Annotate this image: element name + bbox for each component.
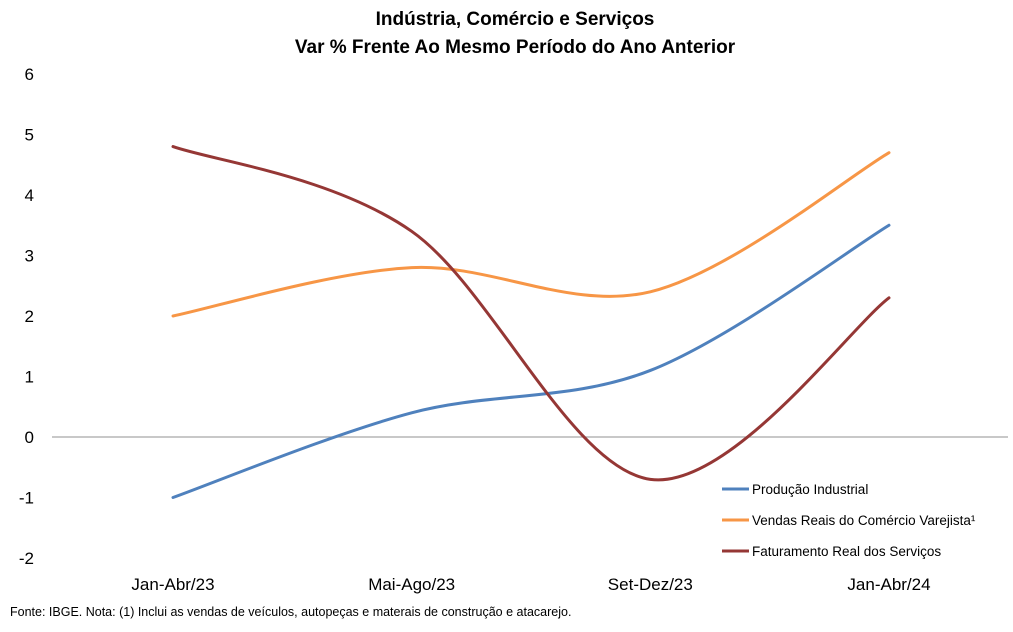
y-tick-label: -1 [19, 489, 34, 508]
x-tick-label: Jan-Abr/24 [847, 575, 930, 594]
series-line-faturamento-servicos [171, 145, 891, 482]
series-lines [171, 145, 891, 499]
legend-label: Faturamento Real dos Serviços [752, 544, 941, 559]
chart-subtitle: Var % Frente Ao Mesmo Período do Ano Ant… [295, 37, 736, 58]
y-tick-label: -2 [19, 549, 34, 568]
y-tick-label: 5 [25, 126, 34, 145]
legend-item-producao-industrial: Produção Industrial [722, 482, 868, 497]
x-tick-label: Mai-Ago/23 [368, 575, 455, 594]
y-tick-label: 1 [25, 368, 34, 387]
legend-item-vendas-varejo: Vendas Reais do Comércio Varejista¹ [722, 513, 976, 528]
series-line-vendas-varejo [171, 151, 891, 318]
y-tick-label: 4 [25, 186, 34, 205]
source-note: Fonte: IBGE. Nota: (1) Inclui as vendas … [10, 605, 572, 619]
line-chart: Indústria, Comércio e Serviços Var % Fre… [19, 9, 1008, 594]
legend: Produção Industrial Vendas Reais do Comér… [722, 482, 976, 559]
y-tick-label: 2 [25, 307, 34, 326]
chart-title: Indústria, Comércio e Serviços [376, 9, 655, 30]
legend-item-faturamento-servicos: Faturamento Real dos Serviços [722, 544, 941, 559]
y-tick-label: 0 [25, 428, 34, 447]
legend-label: Produção Industrial [752, 482, 868, 497]
x-tick-label: Jan-Abr/23 [131, 575, 214, 594]
x-axis-ticks: Jan-Abr/23 Mai-Ago/23 Set-Dez/23 Jan-Abr/24 [131, 575, 930, 594]
series-line-producao-industrial [171, 223, 891, 499]
y-axis-ticks: 6 5 4 3 2 1 0 -1 -2 [19, 65, 34, 568]
y-tick-label: 6 [25, 65, 34, 84]
y-tick-label: 3 [25, 247, 34, 266]
legend-label: Vendas Reais do Comércio Varejista¹ [752, 513, 976, 528]
x-tick-label: Set-Dez/23 [608, 575, 693, 594]
